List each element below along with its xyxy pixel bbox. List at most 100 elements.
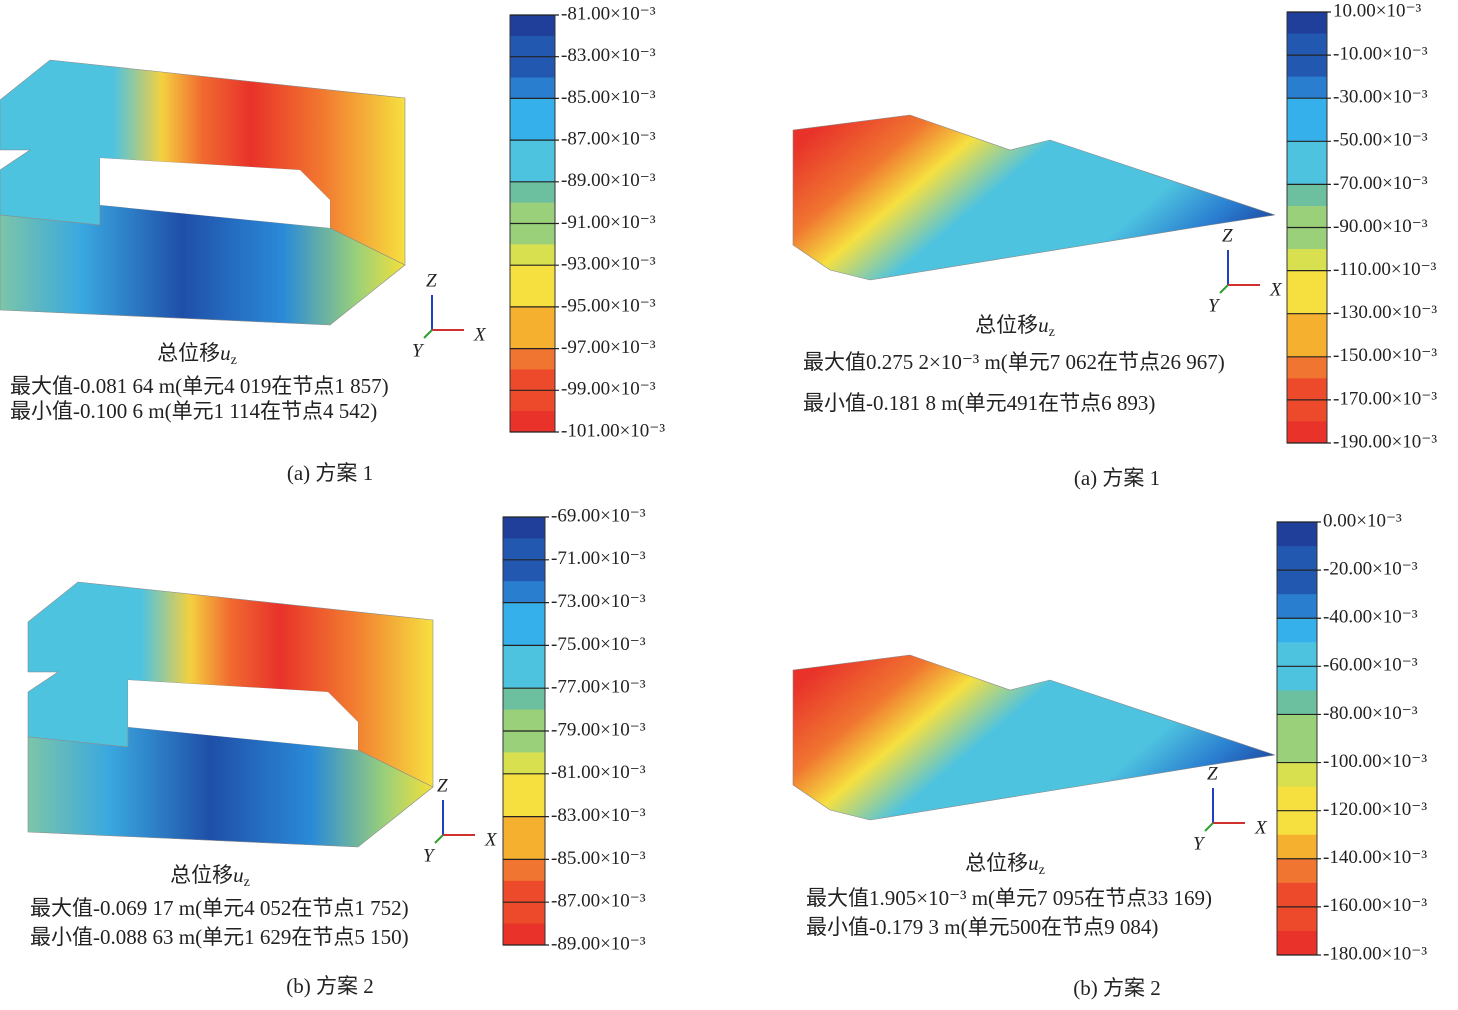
mesh-inner [100, 158, 330, 228]
colorbar-band [1277, 690, 1317, 715]
colorbar-band [1287, 335, 1327, 358]
colorbar-band [510, 181, 555, 204]
colorbar-label: -170.00×10⁻³ [1333, 388, 1437, 409]
plot-title-text: 总位移 [170, 863, 233, 887]
colorbar-band [510, 286, 555, 308]
colorbar-band [1277, 810, 1317, 836]
colorbar-band [1277, 834, 1317, 860]
colorbar-label: -190.00×10⁻³ [1333, 431, 1437, 452]
colorbar-band [1287, 98, 1327, 121]
colorbar-band [1287, 313, 1327, 336]
panel: Z X Y 总位移uz 最大值-0.069 17 m(单元4 052在节点1 752) 最… [27, 505, 646, 998]
plot-title: 总位移uz [170, 863, 250, 890]
colorbar-label: -10.00×10⁻³ [1333, 43, 1428, 64]
plot-title-var: u [220, 341, 231, 365]
colorbar-label: -81.00×10⁻³ [551, 762, 646, 783]
colorbar-band [503, 602, 545, 625]
colorbar-label: 0.00×10⁻³ [1323, 510, 1402, 531]
colorbar-label: -140.00×10⁻³ [1323, 847, 1427, 868]
colorbar-label: -93.00×10⁻³ [561, 254, 656, 275]
colorbar-band [1277, 738, 1317, 764]
colorbar-band [1287, 421, 1327, 444]
mesh-bottom [27, 726, 434, 848]
colorbar-band [1277, 930, 1317, 956]
colorbar-band [1287, 12, 1327, 35]
axis-y [1204, 822, 1214, 832]
colorbar-label: -75.00×10⁻³ [551, 634, 646, 655]
colorbar-label: -89.00×10⁻³ [551, 933, 646, 954]
min-text: 最小值-0.179 3 m(单元500在节点9 084) [806, 915, 1158, 939]
colorbar-band [510, 306, 555, 329]
colorbar-band [1277, 858, 1317, 884]
colorbar-band [1277, 546, 1317, 571]
mesh-inner [128, 680, 358, 750]
plot-title-text: 总位移 [975, 313, 1038, 337]
min-text: 最小值-0.088 63 m(单元1 629在节点5 150) [30, 925, 409, 949]
colorbar-band [1287, 141, 1327, 164]
colorbar-band [503, 880, 545, 903]
colorbar-label: -130.00×10⁻³ [1333, 302, 1437, 323]
colorbar-label: -110.00×10⁻³ [1333, 259, 1437, 280]
colorbar-band [510, 77, 555, 99]
caption: (a) 方案 1 [1074, 466, 1160, 490]
plot-title: 总位移uz [157, 341, 237, 368]
colorbar-band [510, 160, 555, 183]
colorbar-band [1287, 399, 1327, 422]
colorbar-band [1277, 786, 1317, 812]
colorbar-band [503, 517, 545, 539]
colorbar-label: -99.00×10⁻³ [561, 379, 656, 400]
colorbar-label: -85.00×10⁻³ [551, 848, 646, 869]
axis-label-y: Y [1208, 295, 1221, 316]
colorbar-label: -79.00×10⁻³ [551, 719, 646, 740]
axis-label-x: X [473, 324, 487, 345]
mesh-bottom [0, 204, 406, 326]
colorbar-label: -95.00×10⁻³ [561, 295, 656, 316]
colorbar-label: -89.00×10⁻³ [561, 170, 656, 191]
colorbar-band [510, 348, 555, 370]
plot-title-var: u [233, 863, 244, 887]
colorbar-band [510, 369, 555, 391]
colorbar-band [503, 731, 545, 753]
colorbar-band [510, 119, 555, 141]
colorbar-band [510, 15, 555, 37]
colorbar-band [1287, 76, 1327, 99]
axis-y [423, 329, 433, 339]
plot-title-var: u [1038, 313, 1049, 337]
colorbar-label: -80.00×10⁻³ [1323, 703, 1418, 724]
colorbar-band [503, 666, 545, 689]
colorbar-label: -85.00×10⁻³ [561, 87, 656, 108]
colorbar-band [1287, 119, 1327, 142]
axis-y [434, 834, 444, 844]
axis-y [1219, 284, 1229, 294]
axis-label-z: Z [1207, 763, 1218, 784]
colorbar-label: -77.00×10⁻³ [551, 677, 646, 698]
colorbar-band [503, 581, 545, 604]
colorbar-band [1277, 522, 1317, 547]
plot-title-text: 总位移 [965, 851, 1028, 875]
axis-label-x: X [484, 829, 498, 850]
colorbar-label: -73.00×10⁻³ [551, 591, 646, 612]
colorbar-band [1277, 882, 1317, 908]
colorbar-band [510, 98, 555, 120]
colorbar-band [510, 411, 555, 433]
mesh-wedge [792, 114, 1276, 281]
colorbar-band [503, 902, 545, 925]
colorbar-band [1287, 249, 1327, 272]
colorbar-band [503, 752, 545, 775]
colorbar-label: -87.00×10⁻³ [561, 128, 656, 149]
caption: (b) 方案 2 [286, 974, 374, 998]
colorbar-label: -150.00×10⁻³ [1333, 345, 1437, 366]
axis-label-z: Z [426, 270, 437, 291]
plot-title: 总位移uz [975, 313, 1055, 340]
colorbar-band [1287, 227, 1327, 250]
colorbar-band [1277, 666, 1317, 691]
colorbar-label: -90.00×10⁻³ [1333, 216, 1428, 237]
colorbar-band [1277, 594, 1317, 619]
colorbar-band [510, 202, 555, 224]
colorbar-label: -30.00×10⁻³ [1333, 87, 1428, 108]
colorbar-band [510, 244, 555, 266]
plot-title-sub: z [1049, 325, 1055, 340]
caption: (b) 方案 2 [1073, 976, 1161, 1000]
min-text: 最小值-0.181 8 m(单元491在节点6 893) [803, 391, 1155, 415]
